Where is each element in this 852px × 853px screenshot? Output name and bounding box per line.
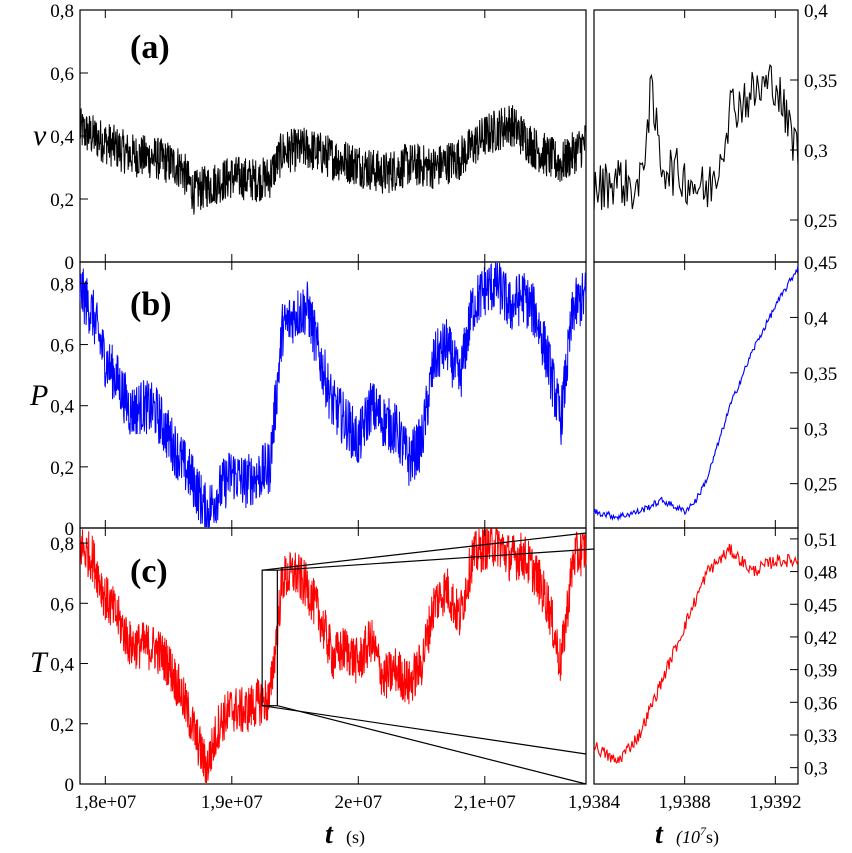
zoom-connector-top-left <box>262 532 587 571</box>
series-line-inset-c <box>593 543 799 764</box>
xtick-label-(c): 2,1e+07 <box>454 792 516 813</box>
inset-c-frame <box>593 527 799 785</box>
ytick-label-inset-c: 0,36 <box>804 693 837 714</box>
xunit-inset-post: s) <box>706 827 719 848</box>
xunit-inset-pre: (10 <box>676 827 700 848</box>
xtick-label-(c): 1,8e+07 <box>74 792 136 813</box>
ytick-label-inset-c: 0,48 <box>804 563 837 584</box>
ytick-label-inset-a: 0,35 <box>804 71 837 92</box>
panel-label-b: (b) <box>130 286 172 323</box>
ytick-label-inset-b: 0,35 <box>804 364 837 385</box>
ytick-label-inset-c: 0,33 <box>804 726 837 747</box>
ytick-label-inset-b: 0,4 <box>804 308 828 329</box>
ytick-label-(c): 0,4 <box>50 655 74 676</box>
ytick-label-inset-b: 0,3 <box>804 419 828 440</box>
ytick-label-(c): 0 <box>65 775 75 796</box>
ytick-label-(b): 0 <box>65 519 75 540</box>
xtick-label-inset-c: 1,9388 <box>659 792 711 813</box>
ytick-label-inset-a: 0,3 <box>804 141 828 162</box>
ytick-label-inset-c: 0,3 <box>804 759 828 780</box>
ytick-label-inset-c: 0,51 <box>804 530 837 551</box>
ytick-label-(a): 0 <box>65 253 75 274</box>
inset-b-frame <box>593 261 799 529</box>
ytick-label-(b): 0,2 <box>50 458 74 479</box>
xlabel-inset: t <box>655 819 664 850</box>
ytick-label-(c): 0,8 <box>50 534 74 555</box>
inset-a-frame <box>593 9 799 263</box>
panel-label-c: (c) <box>130 553 168 590</box>
ytick-label-(a): 0,2 <box>50 190 74 211</box>
series-line-(a) <box>79 105 587 215</box>
ytick-label-(a): 0,8 <box>50 1 74 22</box>
xunit-inset-exp: 7 <box>700 824 707 838</box>
series-line-(c) <box>79 528 587 784</box>
ylabel-P: P <box>29 379 48 412</box>
ytick-label-(a): 0,4 <box>50 127 74 148</box>
ytick-label-inset-b: 0,45 <box>804 253 837 274</box>
series-line-inset-a <box>593 63 799 211</box>
xtick-label-inset-c: 1,9392 <box>749 792 801 813</box>
ylabel-T: T <box>30 646 49 679</box>
xlabel-main: t <box>325 819 334 850</box>
xunit-main: (s) <box>346 827 365 848</box>
zoom-box <box>261 569 278 707</box>
ytick-label-inset-c: 0,42 <box>804 628 837 649</box>
xtick-label-(c): 1,9e+07 <box>201 792 263 813</box>
series-line-inset-b <box>593 265 799 522</box>
ylabel-v: v <box>33 119 47 152</box>
xtick-label-(c): 2e+07 <box>334 792 382 813</box>
ytick-label-(b): 0,4 <box>50 397 74 418</box>
ytick-label-inset-b: 0,25 <box>804 475 837 496</box>
xtick-label-inset-c: 1,9384 <box>568 792 621 813</box>
ytick-label-(c): 0,2 <box>50 715 74 736</box>
series-line-(b) <box>79 261 587 529</box>
xunit-inset: (107s) <box>676 824 719 848</box>
ytick-label-(b): 0,8 <box>50 274 74 295</box>
zoom-connector-top-right <box>277 548 595 571</box>
ytick-label-(c): 0,6 <box>50 594 74 615</box>
ytick-label-inset-a: 0,25 <box>804 211 837 232</box>
panel-label-a: (a) <box>130 29 170 66</box>
ytick-label-inset-a: 0,4 <box>804 1 828 22</box>
ytick-label-(a): 0,6 <box>50 64 74 85</box>
ytick-label-(b): 0,6 <box>50 336 74 357</box>
ytick-label-inset-c: 0,39 <box>804 661 837 682</box>
panel-c-frame <box>79 527 587 785</box>
zoom-connector-bottom-left <box>262 705 587 755</box>
zoom-connector-bottom-right <box>277 705 587 785</box>
ytick-label-inset-c: 0,45 <box>804 595 837 616</box>
